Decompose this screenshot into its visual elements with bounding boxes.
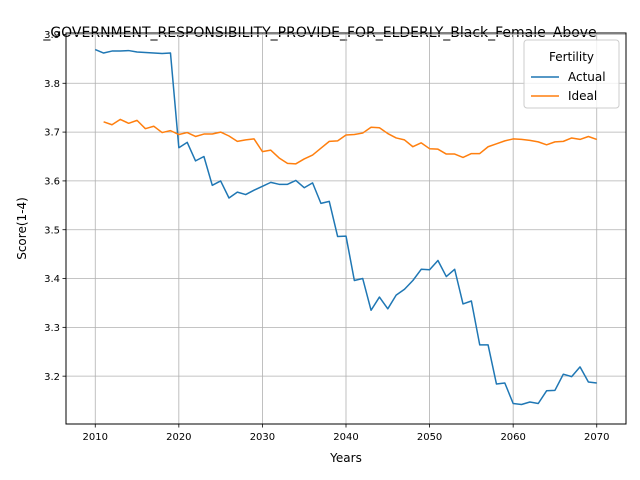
x-tick-label: 2070 bbox=[584, 432, 609, 443]
x-tick-label: 2010 bbox=[83, 432, 108, 443]
legend-label-ideal: Ideal bbox=[568, 89, 597, 103]
x-tick-label: 2040 bbox=[333, 432, 358, 443]
legend-box bbox=[523, 39, 620, 109]
y-tick-label: 3.8 bbox=[44, 79, 60, 90]
y-tick-label: 3.7 bbox=[44, 128, 60, 139]
legend: Fertility Actual Ideal bbox=[523, 39, 620, 109]
y-axis-ticks: 3.2 3.3 3.4 3.5 3.6 3.7 3.8 3.9 bbox=[44, 30, 66, 383]
x-tick-label: 2060 bbox=[500, 432, 525, 443]
y-tick-label: 3.3 bbox=[44, 323, 60, 334]
y-tick-label: 3.6 bbox=[44, 177, 60, 188]
y-tick-label: 3.5 bbox=[44, 225, 60, 236]
series-lines bbox=[94, 48, 597, 406]
x-tick-label: 2050 bbox=[417, 432, 442, 443]
legend-label-actual: Actual bbox=[568, 70, 606, 84]
y-axis-label: Score(1-4) bbox=[15, 197, 29, 260]
x-axis-ticks: 2010 2020 2030 2040 2050 2060 2070 bbox=[83, 424, 609, 443]
series-line-actual bbox=[94, 48, 597, 406]
x-tick-label: 2030 bbox=[250, 432, 275, 443]
grid bbox=[66, 33, 626, 424]
x-tick-label: 2020 bbox=[166, 432, 191, 443]
y-tick-label: 3.2 bbox=[44, 372, 60, 383]
y-tick-label: 3.9 bbox=[44, 30, 60, 41]
x-axis-label: Years bbox=[329, 451, 362, 465]
series-line-ideal bbox=[103, 118, 597, 165]
legend-title: Fertility bbox=[549, 50, 594, 64]
y-tick-label: 3.4 bbox=[44, 274, 60, 285]
